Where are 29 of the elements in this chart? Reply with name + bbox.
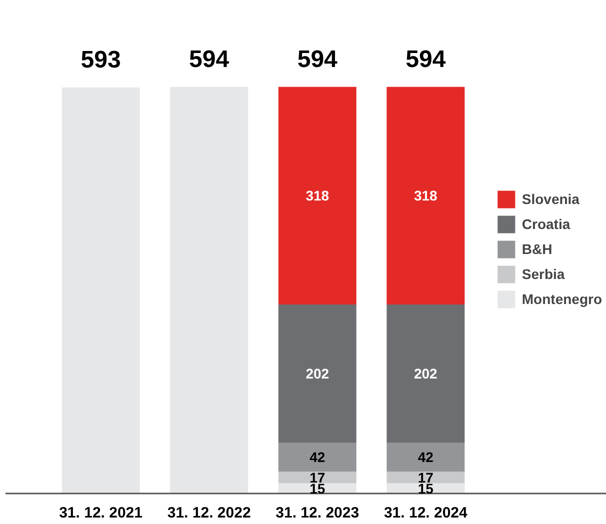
bar: [386, 86, 465, 305]
legend-label: B&H: [522, 241, 552, 257]
bar: [386, 442, 465, 472]
bar: [386, 304, 465, 443]
data-label: 318: [306, 188, 330, 204]
bar: [278, 86, 356, 305]
data-label: 318: [414, 188, 438, 204]
x-tick-label: 31. 12. 2021: [59, 504, 143, 522]
data-label: 42: [310, 449, 326, 466]
legend-label: Croatia: [522, 216, 570, 232]
x-tick-label: 31. 12. 2024: [384, 504, 468, 522]
x-tick-label: 31. 12. 2023: [276, 504, 360, 522]
bar: [62, 88, 140, 494]
total-label: 593: [80, 46, 121, 74]
bar: [278, 472, 356, 484]
legend-label: Montenegro: [522, 291, 602, 307]
data-label: 202: [414, 366, 438, 382]
bar: [278, 304, 356, 443]
bar: [278, 442, 356, 472]
data-label: 42: [418, 449, 434, 466]
legend-label: Serbia: [522, 266, 565, 282]
bar: [386, 472, 465, 484]
bar: [170, 86, 248, 494]
total-label: 594: [406, 46, 446, 73]
total-label: 594: [297, 46, 338, 73]
total-label: 594: [189, 46, 230, 73]
legend-label: Slovenia: [522, 191, 580, 207]
x-tick-label: 31. 12. 2022: [167, 504, 251, 522]
data-label: 202: [306, 366, 330, 382]
